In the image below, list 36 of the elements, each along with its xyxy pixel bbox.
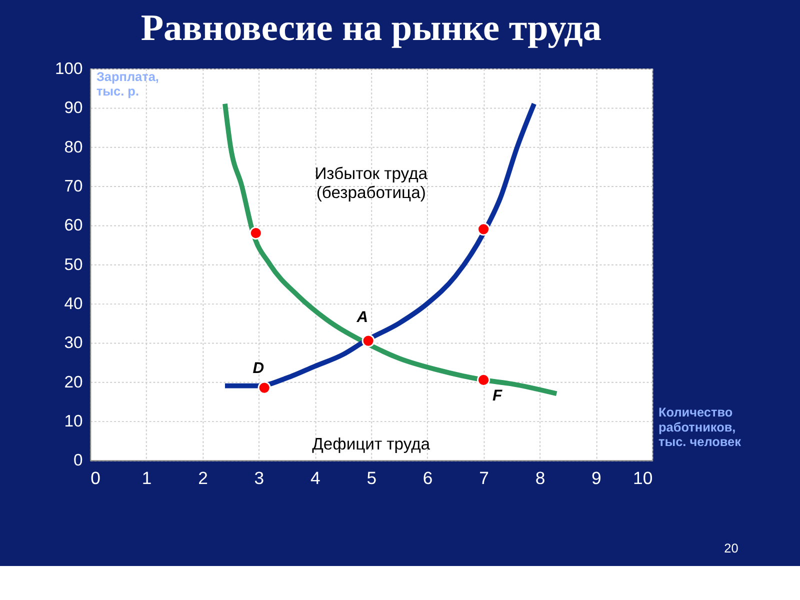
text: 20 [724,540,738,556]
point [258,381,271,394]
y-tick-label: 50 [64,254,83,274]
y-axis-title: Зарплата, тыс. р. [96,68,159,98]
annotation: D [252,360,264,378]
x-tick-label: 5 [366,468,377,488]
x-tick-label: 8 [535,468,546,488]
y-tick-label: 10 [64,411,83,430]
point [249,226,262,240]
x-tick-label: 7 [479,468,489,488]
x-tick-label: 1 [142,468,152,488]
x-axis-title: Количество работников, тыс. человек [658,404,742,450]
y-tick-label: 100 [54,58,83,78]
y-tick-label: 90 [64,98,83,118]
x-tick-label: 2 [198,468,208,488]
annotation: A [356,309,368,326]
y-tick-label: 0 [73,450,83,470]
y-tick-label: 60 [64,216,83,235]
x-tick-label: 6 [422,468,433,488]
x-tick-label: 4 [310,468,320,488]
x-tick-label: 10 [633,468,653,488]
x-tick-label: 9 [592,468,602,488]
y-tick-label: 30 [64,333,83,352]
annotation: Избыток труда (безработица) [314,164,428,202]
x-tick-label: 3 [254,468,264,488]
x-tick-label: 0 [90,468,101,488]
y-tick-label: 80 [64,137,83,156]
point [476,373,490,386]
annotation: Дефицит труда [312,434,431,454]
y-tick-label: 70 [64,176,83,196]
chart-title: Равновесие на рынке труда [140,8,602,50]
y-tick-label: 40 [64,294,83,313]
y-tick-label: 20 [64,372,83,392]
point [476,222,490,236]
annotation: F [492,388,502,405]
point [362,334,375,348]
